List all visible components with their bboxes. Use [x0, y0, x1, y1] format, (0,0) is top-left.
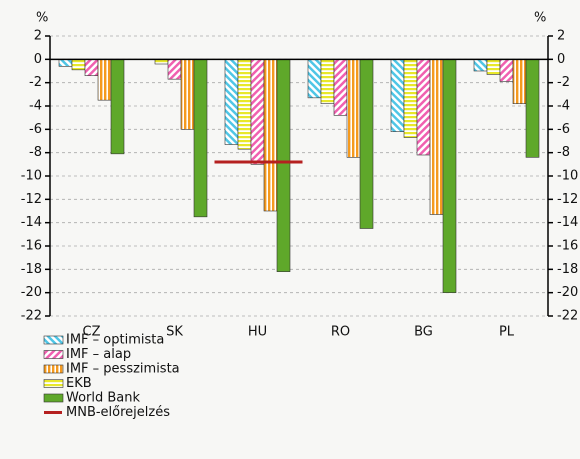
bar	[58, 59, 73, 67]
y2-tick-label: -20	[557, 285, 578, 300]
y-tick-label: -10	[21, 169, 42, 184]
y2-tick-label: -12	[557, 192, 578, 207]
y-tick-label: 0	[34, 52, 42, 67]
y2-tick-label: -14	[557, 215, 578, 230]
y-tick-label: -18	[21, 262, 42, 277]
legend-label: IMF – pesszimista	[66, 362, 180, 377]
legend-label: EKB	[66, 376, 92, 391]
bar	[390, 59, 405, 132]
y-tick-label: -16	[21, 239, 42, 254]
bar	[320, 59, 335, 104]
bar	[307, 59, 322, 99]
bar	[403, 59, 418, 138]
bar	[429, 59, 444, 215]
bar	[499, 59, 514, 82]
legend-swatch	[43, 364, 64, 374]
bar	[180, 59, 195, 130]
bar	[512, 59, 527, 104]
y-tick-label: -14	[21, 215, 42, 230]
x-tick-label: CZ	[83, 325, 101, 340]
x-tick-label: PL	[499, 325, 515, 340]
bar	[263, 59, 278, 212]
legend-label: IMF – alap	[66, 347, 131, 362]
legend-swatch	[43, 350, 64, 359]
x-tick-label: BG	[414, 325, 433, 340]
y-tick-label: -8	[29, 145, 42, 160]
y2-tick-label: -22	[557, 309, 578, 324]
bar	[71, 59, 86, 71]
y2-tick-label: -8	[557, 145, 570, 160]
x-tick-label: HU	[248, 325, 267, 340]
bar	[110, 59, 125, 155]
legend-label: IMF – optimista	[66, 333, 164, 348]
bar	[224, 59, 239, 145]
legend-label: MNB-előrejelzés	[66, 405, 170, 420]
bar	[442, 59, 457, 293]
y2-tick-label: -18	[557, 262, 578, 277]
y-tick-label: -22	[21, 309, 42, 324]
y-tick-label: 2	[34, 29, 42, 44]
y2-tick-label: 2	[557, 29, 565, 44]
bar	[167, 59, 182, 80]
y-tick-label: -4	[29, 99, 42, 114]
y2-tick-label: -16	[557, 239, 578, 254]
y2-tick-label: -10	[557, 169, 578, 184]
y2-tick-label: -6	[557, 122, 570, 137]
bar	[416, 59, 431, 156]
y-unit: %	[36, 11, 48, 26]
bar	[359, 59, 374, 229]
bar	[473, 59, 488, 72]
y-tick-label: -6	[29, 122, 42, 137]
bar	[486, 59, 501, 75]
y2-tick-label: -4	[557, 99, 570, 114]
x-tick-label: RO	[331, 325, 350, 340]
bar	[237, 59, 252, 150]
y2-tick-label: 0	[557, 52, 565, 67]
y2-tick-label: -2	[557, 75, 570, 90]
legend-swatch	[43, 393, 64, 403]
bar	[84, 59, 99, 76]
x-tick-label: SK	[166, 325, 183, 340]
bar	[346, 59, 361, 158]
bar	[276, 59, 291, 272]
legend-swatch	[43, 335, 64, 345]
bar	[193, 59, 208, 218]
bar	[333, 59, 348, 116]
y-tick-label: -12	[21, 192, 42, 207]
bar	[525, 59, 540, 158]
y2-unit: %	[534, 11, 546, 26]
legend-label: World Bank	[66, 391, 141, 406]
bar	[97, 59, 112, 101]
legend-swatch	[43, 379, 64, 388]
bar	[250, 59, 265, 165]
y-tick-label: -20	[21, 285, 42, 300]
y-tick-label: -2	[29, 75, 42, 90]
